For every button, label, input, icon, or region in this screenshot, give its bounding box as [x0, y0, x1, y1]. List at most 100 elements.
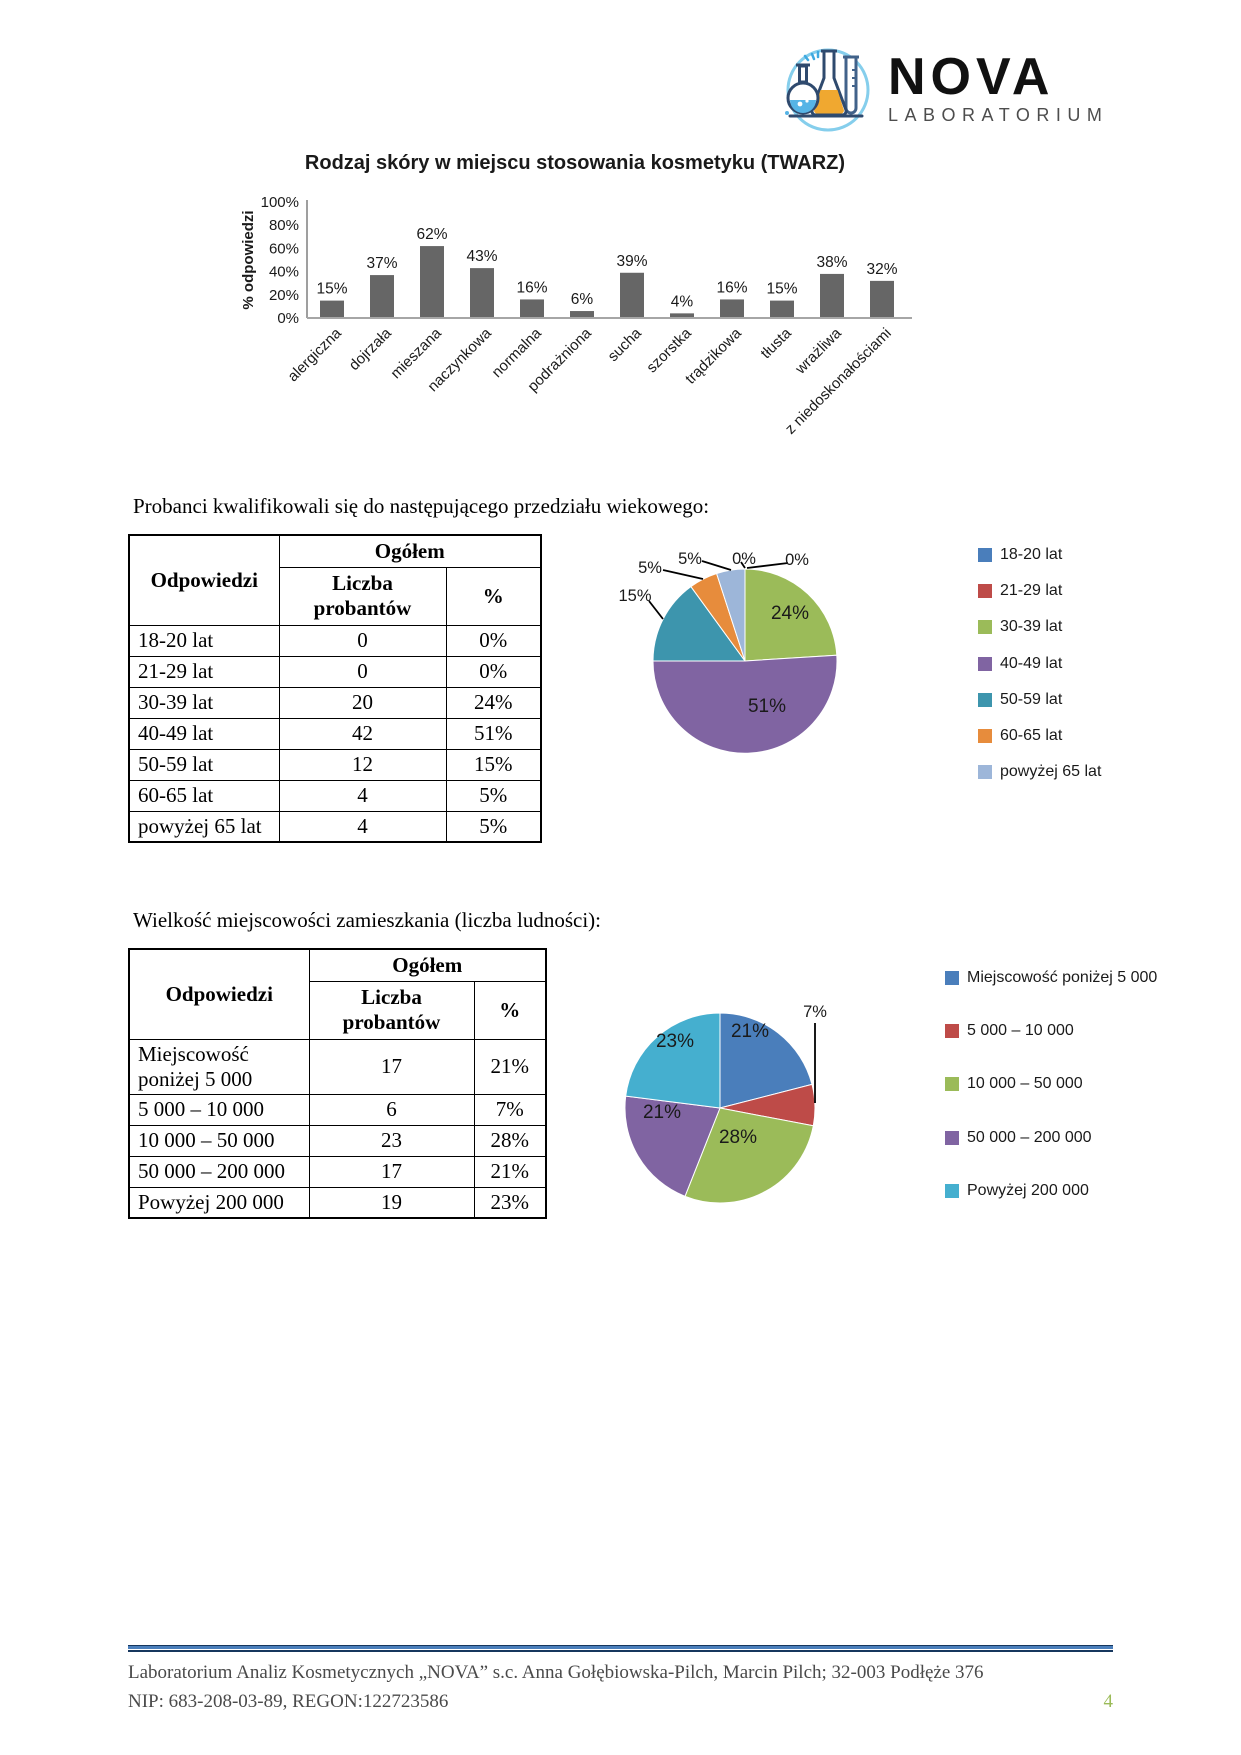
bar	[720, 299, 744, 318]
row-percent: 5%	[445, 779, 542, 812]
row-label: 10 000 – 50 000	[128, 1124, 310, 1157]
legend-swatch	[978, 728, 992, 743]
row-percent: 0%	[445, 624, 542, 657]
page-number: 4	[1103, 1691, 1114, 1713]
legend-item: 18-20 lat	[978, 545, 1101, 564]
row-label: 50-59 lat	[128, 748, 280, 781]
bar-category-label: sucha	[605, 324, 646, 365]
row-count: 0	[278, 655, 447, 688]
row-label: 5 000 – 10 000	[128, 1093, 310, 1126]
legend-age: 18-20 lat 21-29 lat 30-39 lat 40-49 lat 50-5…	[978, 545, 1101, 798]
bar-value-label: 62%	[416, 226, 447, 243]
pie-slice	[624, 1095, 721, 1197]
pie-slice	[744, 568, 838, 662]
legend-swatch	[978, 692, 992, 707]
bar	[820, 273, 844, 318]
row-label: 18-20 lat	[128, 624, 280, 657]
row-count: 42	[278, 717, 447, 750]
bar-value-label: 39%	[616, 253, 647, 270]
legend-label: powyżej 65 lat	[1000, 763, 1102, 781]
row-label: 21-29 lat	[128, 655, 280, 688]
bar-value-label: 37%	[366, 255, 397, 272]
legend-swatch	[978, 548, 992, 562]
row-percent: 24%	[445, 686, 542, 719]
bar	[470, 268, 494, 318]
bar-category-label: tłusta	[757, 324, 795, 362]
pie-data-label: 51%	[748, 696, 786, 717]
legend-label: 50 000 – 200 000	[967, 1128, 1092, 1146]
bar	[570, 311, 594, 318]
footer-line1: Laboratorium Analiz Kosmetycznych „NOVA”…	[128, 1662, 984, 1683]
legend-item: 60-65 lat	[978, 726, 1101, 745]
legend-item: 50-59 lat	[978, 690, 1101, 709]
table-row: 10 000 – 50 000 23 28%	[128, 1124, 547, 1157]
logo: NOVA LABORATORIUM	[778, 40, 1108, 136]
legend-item: 40-49 lat	[978, 654, 1101, 673]
pie-slice	[652, 654, 838, 754]
table-row: 50 000 – 200 000 17 21%	[128, 1155, 547, 1188]
row-label: powyżej 65 lat	[128, 810, 280, 843]
legend-item: powyżej 65 lat	[978, 762, 1101, 781]
bar-value-label: 15%	[766, 281, 797, 298]
age-table: Odpowiedzi Ogółem Liczba probantów% 18-20 l…	[128, 534, 542, 843]
pie-data-label: 5%	[678, 550, 702, 568]
bar	[670, 313, 694, 318]
bar-value-label: 15%	[316, 281, 347, 298]
bar-value-label: 6%	[571, 291, 594, 308]
pie-leader-line	[746, 562, 789, 569]
bar-value-label: 4%	[671, 293, 694, 310]
row-label: Miejscowość poniżej 5 000	[128, 1038, 310, 1095]
row-percent: 21%	[473, 1038, 547, 1095]
row-count: 17	[308, 1038, 475, 1095]
legend-swatch	[945, 1024, 959, 1039]
intro-city: Wielkość miejscowości zamieszkania (licz…	[133, 908, 601, 932]
row-percent: 28%	[473, 1124, 547, 1157]
row-count: 0	[278, 624, 447, 657]
table-header-count: Liczba probantów	[278, 566, 447, 626]
row-label: 40-49 lat	[128, 717, 280, 750]
legend-label: 10 000 – 50 000	[967, 1075, 1083, 1093]
table-row: powyżej 65 lat 4 5%	[128, 810, 542, 843]
legend-city: Miejscowość poniżej 5 000 5 000 – 10 000 1…	[945, 968, 1157, 1234]
row-count: 17	[308, 1155, 475, 1188]
row-label: 30-39 lat	[128, 686, 280, 719]
row-label: Powyżej 200 000	[128, 1186, 310, 1219]
row-label: 60-65 lat	[128, 779, 280, 812]
bar	[620, 272, 644, 318]
legend-item: 21-29 lat	[978, 581, 1101, 600]
table-row: 40-49 lat 42 51%	[128, 717, 542, 750]
pie-chart-city: 21% 7% 28% 21% 23%	[624, 1003, 827, 1204]
pie-data-label: 24%	[771, 603, 809, 624]
bar-category-label: dojrzała	[346, 324, 396, 374]
bar	[870, 280, 894, 318]
pie-slice	[625, 1012, 721, 1109]
legend-swatch	[945, 1130, 959, 1145]
table-header-answers: Odpowiedzi	[128, 534, 280, 626]
bar-chart: % odpowiedzi 0% 20% 40% 60% 80% 100% 15% alergic…	[240, 194, 912, 438]
bar-y-tick: 80%	[269, 217, 299, 234]
legend-item: 50 000 – 200 000	[945, 1128, 1157, 1147]
pie-data-label: 0%	[785, 551, 809, 569]
table-row: 21-29 lat 0 0%	[128, 655, 542, 688]
bar-value-label: 32%	[866, 261, 897, 278]
table-row: Miejscowość poniżej 5 000 17 21%	[128, 1038, 547, 1095]
pie-leader-line	[740, 561, 746, 569]
pie-data-label: 23%	[656, 1031, 694, 1052]
pie-slice	[719, 1012, 813, 1109]
table-row: 18-20 lat 0 0%	[128, 624, 542, 657]
row-count: 20	[278, 686, 447, 719]
table-row: 60-65 lat 4 5%	[128, 779, 542, 812]
pie-slice	[684, 1107, 814, 1204]
table-header-count: Liczba probantów	[308, 980, 475, 1040]
legend-label: 30-39 lat	[1000, 618, 1063, 636]
row-label: 50 000 – 200 000	[128, 1155, 310, 1188]
pie-data-label: 7%	[803, 1003, 827, 1021]
logo-title: NOVA	[888, 47, 1055, 106]
legend-item: Miejscowość poniżej 5 000	[945, 968, 1157, 987]
legend-label: 18-20 lat	[1000, 546, 1063, 563]
legend-label: 5 000 – 10 000	[967, 1022, 1074, 1040]
pie-leader-line	[662, 569, 704, 580]
row-percent: 21%	[473, 1155, 547, 1188]
bar-y-tick: 60%	[269, 240, 299, 257]
bar-y-tick: 100%	[261, 194, 299, 211]
